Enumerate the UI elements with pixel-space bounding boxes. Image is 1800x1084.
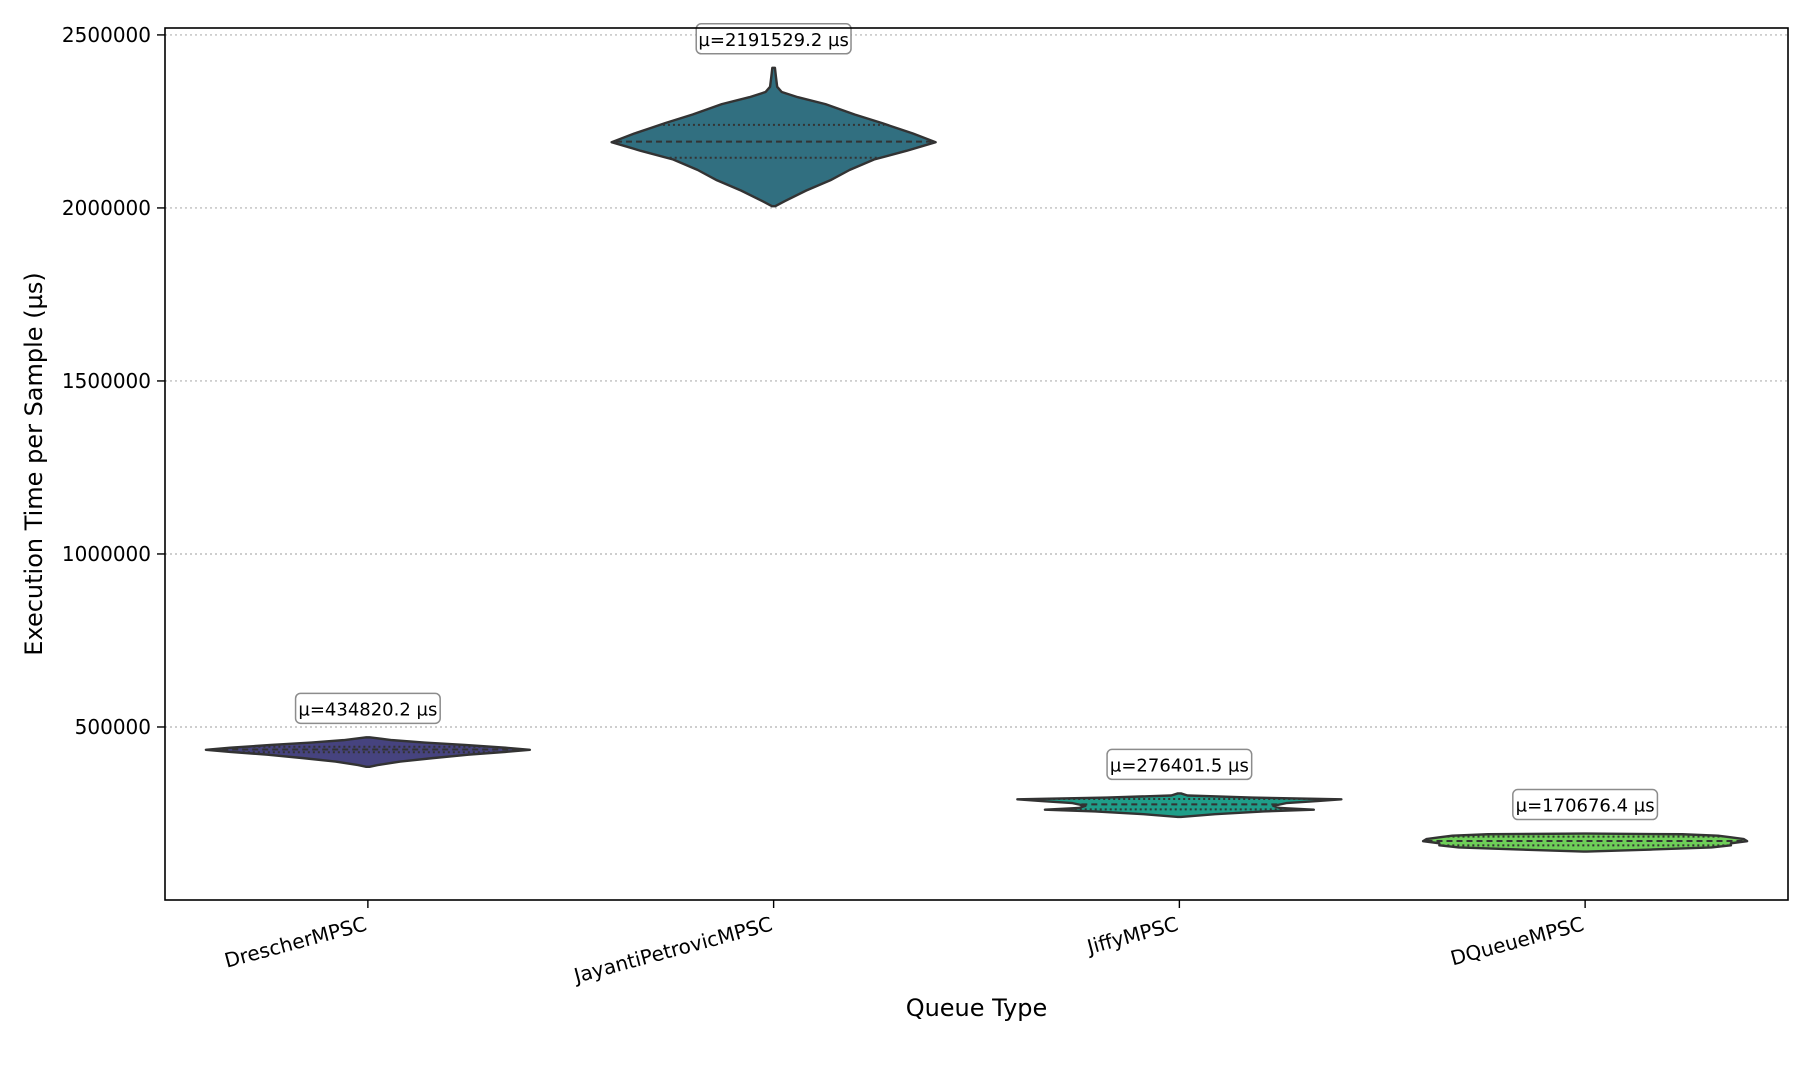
y-tick-label: 2000000 xyxy=(62,196,151,220)
violin-body xyxy=(1421,832,1749,853)
x-tick-label: DQueueMPSC xyxy=(1448,912,1587,971)
x-tick-label: DrescherMPSC xyxy=(222,912,369,973)
mean-annotation-text: µ=434820.2 µs xyxy=(298,699,437,720)
y-tick-label: 2500000 xyxy=(62,23,151,47)
y-tick-label: 500000 xyxy=(75,715,151,739)
mean-annotation-box xyxy=(695,23,852,55)
mean-annotation-box xyxy=(294,692,441,725)
x-axis: DrescherMPSC JayantiPetrovicMPSC JiffyMPSC… xyxy=(222,900,1587,989)
y-axis: 500000 1000000 1500000 2000000 2500000 xyxy=(62,23,165,739)
violin-body xyxy=(610,66,937,208)
mean-annotations: µ=434820.2 µs µ=2191529.2 µs µ=276401.5 µs… xyxy=(294,23,1659,821)
violin-body xyxy=(1016,792,1343,819)
x-tick-label: JayantiPetrovicMPSC xyxy=(570,912,775,989)
mean-annotation-box xyxy=(1512,788,1659,821)
gridlines xyxy=(165,34,1788,728)
mean-annotation-text: µ=170676.4 µs xyxy=(1516,796,1655,817)
x-tick-label: JiffyMPSC xyxy=(1083,912,1181,960)
mean-annotation-box xyxy=(1106,748,1253,781)
mean-annotation-text: µ=2191529.2 µs xyxy=(698,30,848,51)
plot-frame xyxy=(164,27,1789,901)
violins xyxy=(204,66,1749,853)
y-axis-label: Execution Time per Sample (µs) xyxy=(20,272,48,655)
y-tick-label: 1500000 xyxy=(62,369,151,393)
y-tick-label: 1000000 xyxy=(62,542,151,566)
x-axis-label: Queue Type xyxy=(906,994,1048,1022)
mean-annotation-text: µ=276401.5 µs xyxy=(1110,755,1249,776)
